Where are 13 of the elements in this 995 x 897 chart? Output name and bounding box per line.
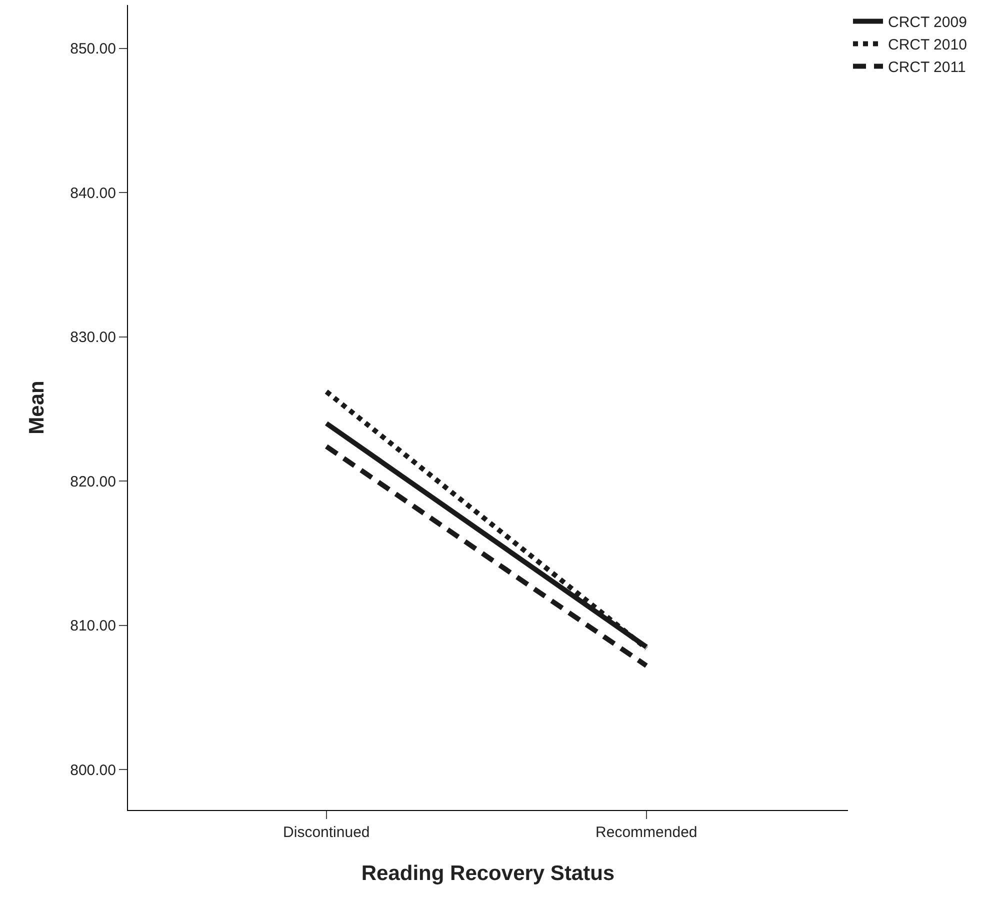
y-tick-label: 810.00 (70, 618, 116, 635)
y-axis-title: Mean (25, 380, 48, 434)
legend-label: CRCT 2010 (888, 36, 967, 54)
x-tick-label: Discontinued (283, 824, 370, 841)
y-tick-label: 820.00 (70, 473, 116, 490)
y-tick-label: 800.00 (70, 762, 116, 779)
x-axis-title: Reading Recovery Status (361, 862, 615, 886)
legend-label: CRCT 2011 (888, 59, 966, 76)
y-tick-label: 840.00 (70, 184, 116, 202)
x-tick-label: Recommended (596, 824, 698, 841)
y-tick-label: 850.00 (70, 40, 116, 58)
y-tick-label: 830.00 (70, 329, 116, 346)
legend-label: CRCT 2009 (888, 14, 967, 32)
